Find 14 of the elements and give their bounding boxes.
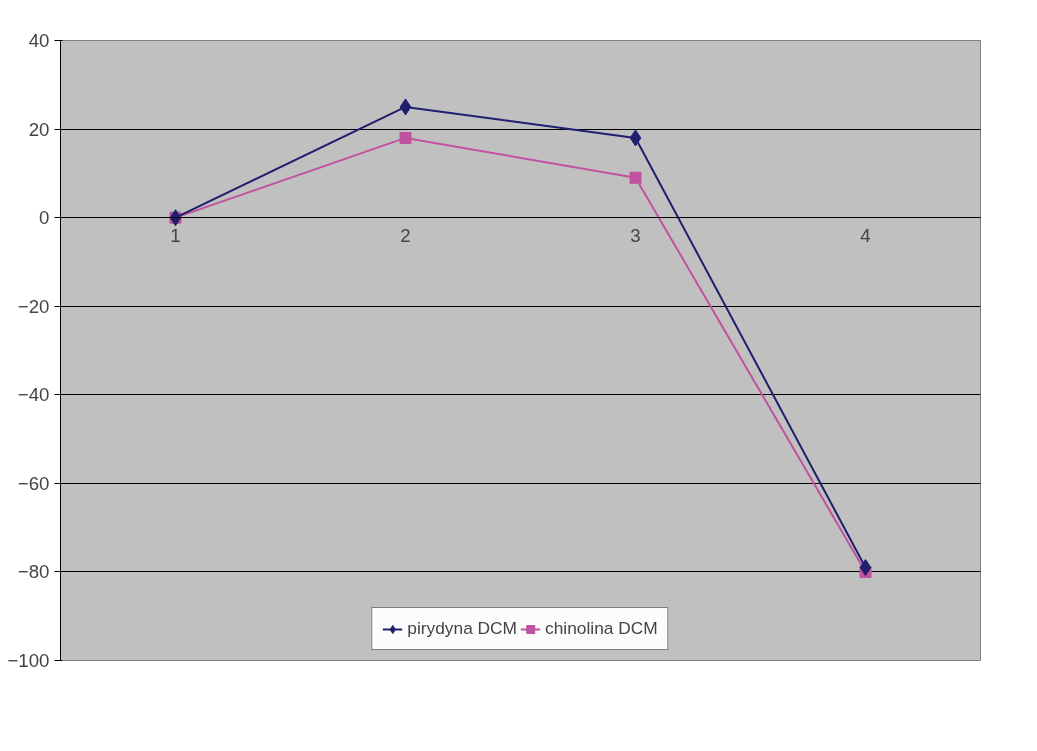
y-tick-label: −20 (17, 295, 50, 317)
legend-label: chinolina DCM (545, 618, 658, 639)
x-tick-label: 3 (630, 224, 641, 246)
y-tick-label: −60 (17, 472, 50, 494)
legend-label: pirydyna DCM (407, 618, 518, 639)
x-tick-label: 4 (860, 224, 871, 246)
x-tick-label: 1 (170, 224, 181, 246)
y-tick-label: −80 (17, 561, 50, 583)
y-tick-label: 20 (28, 118, 50, 140)
y-tick-label: 40 (28, 30, 50, 51)
y-tick-label: −100 (7, 650, 50, 671)
y-tick-label: −40 (17, 384, 50, 406)
x-tick-label: 2 (400, 224, 411, 246)
y-tick-label: 0 (39, 207, 50, 229)
